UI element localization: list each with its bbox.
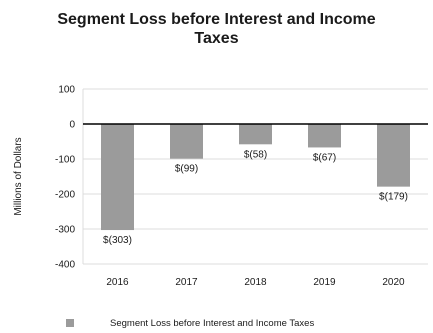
y-axis-title: Millions of Dollars [13, 137, 24, 215]
data-label: $(303) [103, 235, 132, 246]
x-tick-label: 2017 [175, 277, 198, 288]
y-tick-label: -100 [55, 155, 75, 166]
bar-2017 [170, 124, 203, 159]
y-tick-label: 0 [69, 120, 75, 131]
data-label: $(99) [175, 164, 198, 175]
x-tick-label: 2019 [313, 277, 336, 288]
y-tick-label: -300 [55, 225, 75, 236]
bar-2020 [377, 124, 410, 187]
legend-label: Segment Loss before Interest and Income … [110, 318, 315, 329]
x-tick-label: 2018 [244, 277, 267, 288]
y-tick-label: 100 [58, 85, 75, 96]
data-label: $(179) [379, 192, 408, 203]
x-tick-label: 2020 [382, 277, 405, 288]
legend: Segment Loss before Interest and Income … [0, 318, 433, 332]
x-tick-label: 2016 [106, 277, 129, 288]
bar-2016 [101, 124, 134, 231]
bar-2019 [308, 124, 341, 148]
bar-2018 [239, 124, 272, 145]
legend-swatch [66, 319, 74, 327]
y-tick-label: -200 [55, 190, 75, 201]
data-label: $(67) [313, 152, 336, 163]
chart-title: Segment Loss before Interest and Income … [57, 11, 376, 47]
y-tick-label: -400 [55, 260, 75, 271]
data-label: $(58) [244, 149, 267, 160]
